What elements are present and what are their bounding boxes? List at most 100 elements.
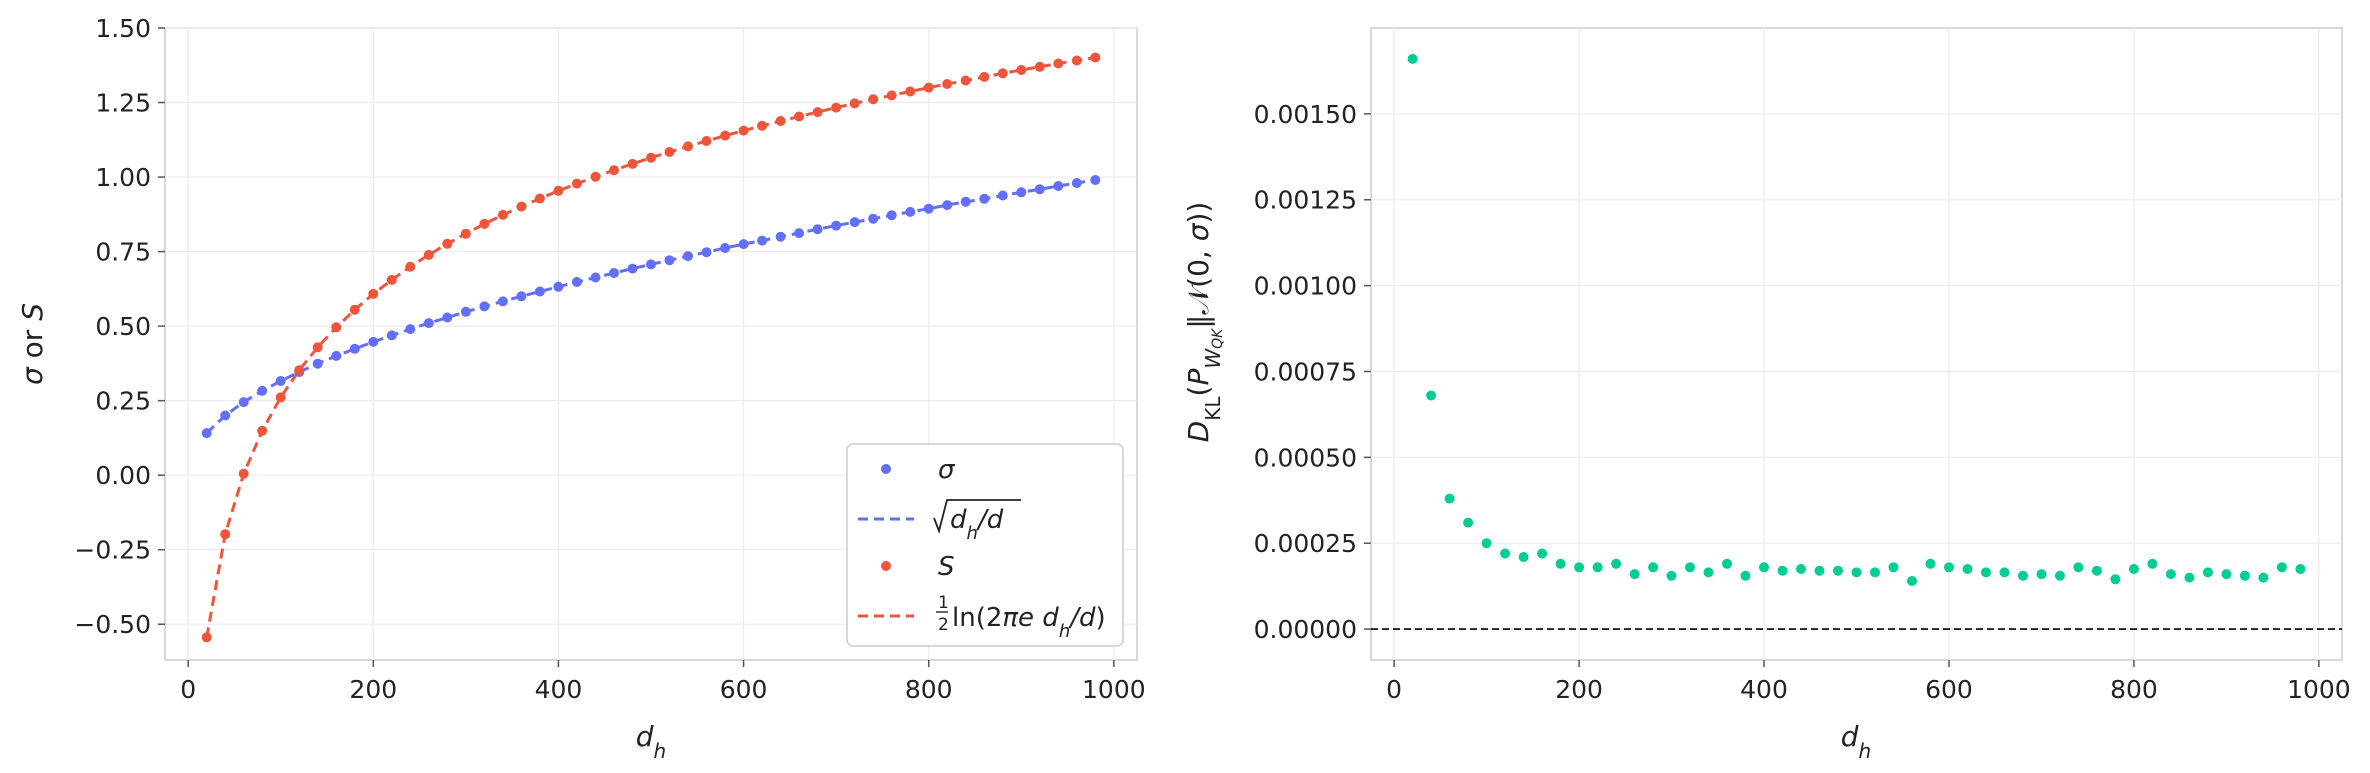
right-x-tick-label: 1000	[2287, 675, 2351, 704]
left-data-point	[534, 193, 545, 204]
left-data-point	[886, 90, 897, 101]
right-data-point	[2239, 570, 2250, 581]
left-data-point	[609, 268, 619, 278]
left-data-point	[664, 255, 675, 266]
left-chart-panel: 0 200 400 600 800 1000 −0.50 −0.25 0.00 0.25 0.50 0…	[16, 14, 1146, 763]
right-data-point	[1685, 562, 1695, 573]
left-data-point	[479, 301, 490, 312]
right-data-point	[1814, 565, 1825, 576]
left-data-point	[349, 343, 360, 354]
left-data-point	[497, 209, 508, 220]
right-data-point	[1981, 567, 1991, 578]
right-data-point	[2295, 564, 2306, 574]
right-data-point	[2054, 570, 2065, 581]
right-data-point	[1629, 569, 1640, 580]
left-data-point	[683, 141, 693, 152]
left-data-point	[238, 397, 249, 408]
legend-label-s: S	[938, 552, 955, 582]
right-y-tick-label: 0.00075	[1254, 357, 1357, 386]
right-data-point	[1500, 548, 1511, 559]
left-data-point	[609, 165, 619, 176]
right-x-tick-label: 400	[1740, 675, 1788, 704]
left-y-axis-label: σ or S	[16, 303, 49, 385]
left-data-point	[220, 529, 231, 540]
right-y-axis-label: DKL(PWQK‖𝒩(0, σ))	[1182, 202, 1226, 443]
left-data-point	[423, 318, 434, 329]
right-data-point	[1870, 567, 1880, 578]
right-data-point	[1907, 576, 1917, 586]
right-data-point	[2202, 567, 2213, 578]
left-x-tick-label: 0	[180, 675, 196, 704]
right-chart-panel: 0 200 400 600 800 1000 0.00000 0.00025 0.00050 0.…	[1182, 27, 2351, 763]
left-data-point	[368, 288, 379, 299]
left-y-tick-label: −0.50	[74, 610, 151, 639]
left-y-tick-label: −0.25	[74, 536, 151, 565]
right-data-point	[2036, 569, 2047, 580]
left-data-point	[201, 632, 212, 643]
right-ticks: 0 200 400 600 800 1000 0.00000 0.00025 0.00050 0.…	[1254, 100, 2351, 704]
left-data-point	[960, 75, 971, 86]
left-data-point	[349, 304, 360, 315]
legend-marker-sigma	[881, 464, 891, 474]
right-data-point	[1759, 562, 1769, 573]
right-data-point	[1648, 562, 1659, 573]
right-data-point	[2184, 572, 2195, 583]
right-data-point	[2091, 565, 2102, 576]
right-y-tick-label: 0.00125	[1254, 186, 1357, 215]
right-data-point	[1703, 567, 1714, 578]
right-data-point	[1555, 558, 1566, 569]
right-data-point	[1962, 564, 1973, 574]
left-data-point	[1016, 187, 1027, 198]
left-x-tick-label: 1000	[1082, 675, 1146, 704]
left-data-point	[849, 98, 860, 109]
right-y-tick-label: 0.00050	[1254, 443, 1357, 472]
left-data-point	[1034, 61, 1045, 72]
left-data-point	[868, 94, 879, 105]
left-data-point	[516, 291, 527, 302]
left-x-tick-label: 800	[905, 675, 953, 704]
left-data-point	[831, 102, 842, 113]
right-x-tick-label: 200	[1555, 675, 1603, 704]
right-plot-area	[1370, 27, 2343, 661]
left-data-point	[627, 158, 638, 169]
left-data-point	[738, 239, 749, 250]
right-data-point	[1888, 562, 1899, 573]
right-data-point	[2110, 574, 2121, 585]
svg-text:2: 2	[938, 615, 949, 635]
left-data-point	[627, 263, 638, 274]
left-data-point	[220, 410, 231, 421]
left-data-point	[720, 243, 731, 253]
left-data-point	[386, 274, 397, 285]
left-data-point	[312, 358, 323, 369]
right-data-point	[1796, 564, 1806, 574]
left-data-point	[497, 296, 508, 307]
right-data-point	[1407, 53, 1418, 64]
left-data-point	[997, 190, 1008, 201]
left-y-tick-label: 1.00	[95, 163, 151, 192]
left-data-point	[979, 71, 990, 82]
right-data-point	[2073, 562, 2084, 573]
left-data-point	[849, 217, 860, 228]
left-data-point	[868, 213, 879, 224]
right-data-point	[1666, 570, 1677, 581]
left-data-point	[646, 152, 656, 163]
left-data-point	[794, 111, 805, 122]
right-data-point	[1833, 565, 1843, 576]
left-data-point	[1090, 175, 1101, 185]
left-data-point	[794, 228, 805, 239]
right-series	[1371, 53, 2342, 630]
right-data-point	[2018, 570, 2028, 581]
right-data-point	[2165, 569, 2176, 580]
legend-entry-sigma: σ	[881, 455, 956, 485]
left-data-point	[664, 147, 675, 157]
left-data-point	[460, 228, 471, 239]
right-data-point	[1518, 552, 1529, 562]
left-data-point	[942, 79, 953, 89]
left-data-point	[442, 312, 453, 323]
left-data-point	[1071, 178, 1082, 188]
left-data-point	[1016, 65, 1027, 75]
left-series	[201, 52, 1101, 643]
left-data-point	[757, 235, 768, 246]
svg-text:1: 1	[938, 593, 949, 613]
